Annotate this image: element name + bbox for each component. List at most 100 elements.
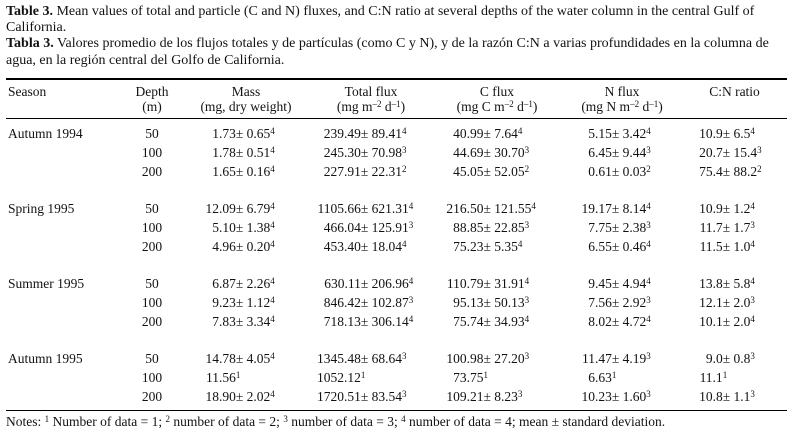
c-flux-cell: 95.13 ± 50.133 [453, 294, 530, 310]
total-flux-cell: 245.30 ± 70.983 [323, 144, 407, 160]
season-cell: Spring 1995 [8, 200, 75, 216]
c-flux-cell: 75.74 ± 34.934 [453, 313, 530, 329]
mass-cell: 9.23 ± 1.124 [212, 294, 275, 310]
depth-cell: 50 [145, 350, 159, 366]
n-flux-cell: 10.23 ± 1.603 [581, 388, 651, 404]
depth-cell: 200 [141, 163, 163, 179]
total-flux-cell: 227.91 ± 22.312 [323, 163, 407, 179]
total-flux-cell: 846.42 ± 102.873 [323, 294, 414, 310]
mass-cell: 11.561 [206, 369, 241, 385]
table-row: 100 11.561 1052.121 73.751 6.631 11.11 [6, 368, 787, 387]
depth-cell: 50 [145, 200, 159, 216]
depth-cell: 50 [145, 275, 159, 291]
mass-cell: 12.09 ± 6.794 [205, 200, 275, 216]
col-header-c-flux: C flux (mg C m–2 d–1) [432, 78, 562, 119]
total-flux-cell: 453.40 ± 18.044 [323, 238, 407, 254]
table-body: Autumn 1994 50 1.73 ± 0.654 239.49 ± 89.414… [6, 118, 787, 410]
group-spacer-cell [6, 181, 787, 199]
season-cell: Autumn 1995 [8, 350, 83, 366]
n-flux-cell: 19.17 ± 8.144 [581, 200, 651, 216]
total-flux-cell: 239.49 ± 89.414 [323, 125, 407, 141]
col-header-season: Season [6, 78, 122, 119]
cn-ratio-cell: 11.7 ± 1.73 [699, 219, 755, 235]
n-flux-cell: 8.02 ± 4.724 [588, 313, 651, 329]
season-cell [6, 162, 122, 181]
season-cell [6, 368, 122, 387]
n-flux-cell: 11.47 ± 4.193 [582, 350, 651, 366]
depth-cell: 200 [141, 238, 163, 254]
caption-es-label: Tabla 3. [6, 36, 54, 52]
header-row: Season Depth (m) Mass (mg, dry weight) T… [6, 78, 787, 119]
c-flux-cell: 110.79 ± 31.914 [446, 275, 530, 291]
n-flux-cell: 9.45 ± 4.944 [588, 275, 651, 291]
group-spacer-cell [6, 256, 787, 274]
season-cell [6, 387, 122, 411]
cn-ratio-cell: 10.9 ± 6.54 [699, 125, 755, 141]
caption-en-label: Table 3. [6, 4, 53, 19]
season-cell [6, 237, 122, 256]
c-flux-cell: 73.751 [453, 369, 488, 385]
table-row: Autumn 1994 50 1.73 ± 0.654 239.49 ± 89.414… [6, 118, 787, 143]
c-flux-cell: 40.99 ± 7.644 [453, 125, 523, 141]
c-flux-cell: 75.23 ± 5.354 [453, 238, 523, 254]
mass-cell: 1.73 ± 0.654 [212, 125, 275, 141]
depth-cell: 50 [145, 125, 159, 141]
total-flux-cell: 718.13 ± 306.144 [323, 313, 414, 329]
group-spacer-cell [6, 331, 787, 349]
n-flux-cell: 6.631 [588, 369, 617, 385]
group-spacer [6, 256, 787, 274]
depth-cell: 200 [141, 388, 163, 404]
table-row: 200 1.65 ± 0.164 227.91 ± 22.312 45.05 ± 52… [6, 162, 787, 181]
season-cell: Autumn 1994 [8, 125, 83, 141]
mass-cell: 14.78 ± 4.054 [205, 350, 275, 366]
c-flux-cell: 88.85 ± 22.853 [453, 219, 530, 235]
group-spacer [6, 331, 787, 349]
table-row: 200 7.83 ± 3.344 718.13 ± 306.144 75.74 ± 3… [6, 312, 787, 331]
flux-table: Season Depth (m) Mass (mg, dry weight) T… [6, 77, 787, 411]
n-flux-cell: 7.75 ± 2.383 [588, 219, 651, 235]
season-cell [6, 293, 122, 312]
c-flux-cell: 45.05 ± 52.052 [453, 163, 530, 179]
n-flux-cell: 5.15 ± 3.424 [588, 125, 651, 141]
mass-cell: 1.65 ± 0.164 [212, 163, 275, 179]
col-header-cn-ratio: C:N ratio [682, 78, 787, 119]
caption-en-text: Mean values of total and particle (C and… [6, 4, 755, 36]
col-header-mass: Mass (mg, dry weight) [182, 78, 310, 119]
c-flux-cell: 216.50 ± 121.554 [446, 200, 536, 216]
table-row: 100 1.78 ± 0.514 245.30 ± 70.983 44.69 ± 30… [6, 143, 787, 162]
depth-cell: 100 [141, 144, 163, 160]
c-flux-cell: 44.69 ± 30.703 [453, 144, 530, 160]
cn-ratio-cell: 20.7 ± 15.43 [699, 144, 762, 160]
mass-cell: 18.90 ± 2.024 [205, 388, 275, 404]
caption-es: Tabla 3. Valores promedio de los flujos … [6, 36, 781, 68]
c-flux-cell: 109.21 ± 8.233 [446, 388, 523, 404]
cn-ratio-cell: 10.8 ± 1.13 [699, 388, 755, 404]
total-flux-cell: 1720.51 ± 83.543 [317, 388, 407, 404]
mass-cell: 4.96 ± 0.204 [212, 238, 275, 254]
season-cell: Summer 1995 [8, 275, 85, 291]
season-cell [6, 218, 122, 237]
depth-cell: 100 [141, 369, 163, 385]
season-cell [6, 143, 122, 162]
cn-ratio-cell: 9.0 ± 0.83 [705, 350, 755, 366]
n-flux-cell: 0.61 ± 0.032 [588, 163, 651, 179]
depth-cell: 100 [141, 294, 163, 310]
depth-cell: 100 [141, 219, 163, 235]
table-row: 200 4.96 ± 0.204 453.40 ± 18.044 75.23 ± 5.… [6, 237, 787, 256]
total-flux-cell: 1105.66 ± 621.314 [317, 200, 414, 216]
table-row: 100 9.23 ± 1.124 846.42 ± 102.873 95.13 ± 5… [6, 293, 787, 312]
group-spacer [6, 181, 787, 199]
n-flux-cell: 6.45 ± 9.443 [588, 144, 651, 160]
c-flux-cell: 100.98 ± 27.203 [446, 350, 530, 366]
table-header: Season Depth (m) Mass (mg, dry weight) T… [6, 78, 787, 119]
mass-cell: 6.87 ± 2.264 [212, 275, 275, 291]
cn-ratio-cell: 10.9 ± 1.24 [699, 200, 755, 216]
depth-cell: 200 [141, 313, 163, 329]
total-flux-cell: 466.04 ± 125.913 [323, 219, 414, 235]
table-row: Summer 1995 50 6.87 ± 2.264 630.11 ± 206.96… [6, 274, 787, 293]
total-flux-cell: 1345.48 ± 68.643 [317, 350, 407, 366]
n-flux-cell: 6.55 ± 0.464 [588, 238, 651, 254]
cn-ratio-cell: 11.11 [699, 369, 728, 385]
table-row: Spring 1995 50 12.09 ± 6.794 1105.66 ± 621.… [6, 199, 787, 218]
